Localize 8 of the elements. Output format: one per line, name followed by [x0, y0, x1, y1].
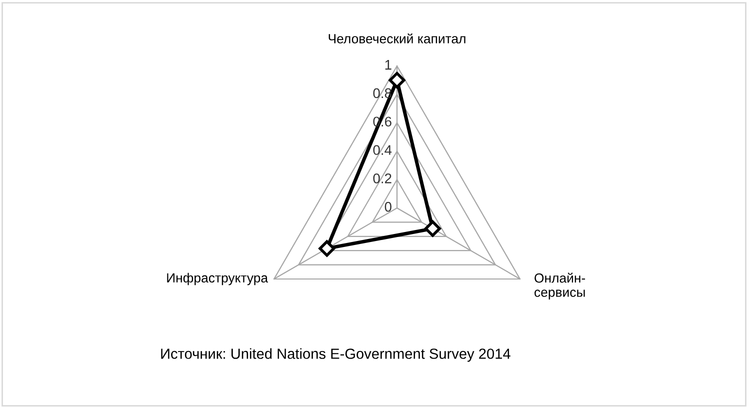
text: Источник: United Nations E-Government Survey 2014 — [161, 348, 510, 362]
y-tick-label: 0.4 — [373, 145, 392, 155]
spoke-label: Онлайн-сервисы — [534, 272, 586, 300]
spoke-label: Человеческий капитал — [328, 33, 466, 44]
y-tick-label: 1 — [385, 60, 392, 70]
y-tick-label: 0 — [384, 202, 392, 212]
spoke-label: Инфраструктура — [167, 272, 268, 286]
y-tick-label: 0.2 — [373, 173, 392, 184]
